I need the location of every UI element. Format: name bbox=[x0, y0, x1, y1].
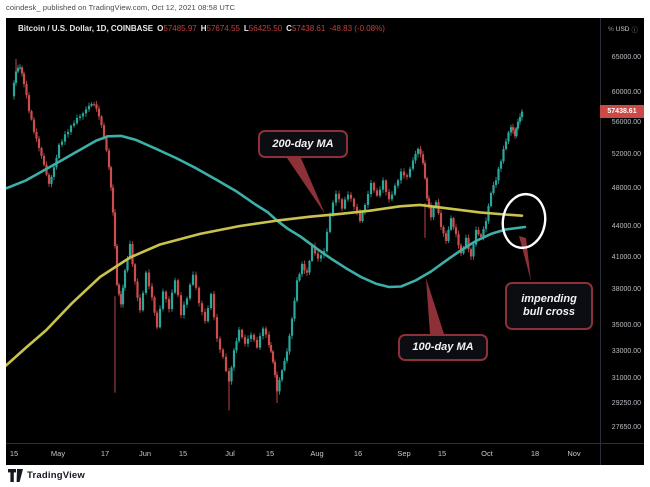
price-axis-tick: 33000.00 bbox=[611, 347, 641, 355]
annotation-pointer bbox=[519, 236, 531, 281]
annotation-impending-bull-cross[interactable]: impending bull cross bbox=[505, 282, 593, 330]
time-axis-tick: Oct bbox=[481, 449, 493, 458]
time-axis-tick: May bbox=[50, 449, 66, 458]
time-axis-tick: 15 bbox=[9, 449, 19, 458]
low-label: L bbox=[243, 24, 249, 33]
price-axis-tick: 52000.00 bbox=[611, 150, 641, 158]
candles bbox=[12, 64, 524, 395]
high-label: H bbox=[200, 24, 207, 33]
bull-cross-ellipse[interactable] bbox=[499, 191, 550, 251]
percent-scale-icon[interactable]: % bbox=[607, 25, 614, 33]
low-value: 56425.50 bbox=[248, 24, 283, 33]
annotation-200day-ma[interactable]: 200-day MA bbox=[258, 130, 348, 158]
chart-panel: Bitcoin / U.S. Dollar, 1D, COINBASE O5748… bbox=[6, 18, 644, 465]
time-axis-tick: 15 bbox=[265, 449, 275, 458]
time-axis[interactable]: 15 May 17 Jun 15 Jul 15 Aug 16 Sep 15 Oct 18 Nov bbox=[6, 443, 644, 466]
close-label: C bbox=[286, 24, 292, 33]
footer: TradingView bbox=[8, 469, 85, 482]
last-price-tag: 57438.61 bbox=[600, 105, 644, 119]
change-value: -48.83 (-0.08%) bbox=[329, 24, 385, 33]
annotation-pointer bbox=[426, 278, 444, 334]
time-axis-tick: 15 bbox=[437, 449, 447, 458]
price-axis-tick: 31000.00 bbox=[611, 374, 641, 382]
time-axis-tick: Sep bbox=[397, 449, 411, 458]
price-axis-tick: 29250.00 bbox=[611, 399, 641, 407]
time-axis-tick: Aug bbox=[310, 449, 324, 458]
high-value: 57674.55 bbox=[206, 24, 240, 33]
annotation-100day-ma[interactable]: 100-day MA bbox=[398, 334, 488, 361]
currency-label: USD bbox=[615, 25, 630, 33]
time-axis-tick: 18 bbox=[530, 449, 540, 458]
annotation-pointer bbox=[287, 158, 325, 214]
price-axis-tick: 41000.00 bbox=[611, 253, 641, 261]
symbol-title: Bitcoin / U.S. Dollar, 1D, COINBASE bbox=[18, 24, 154, 33]
price-axis-tick: 48000.00 bbox=[611, 185, 641, 193]
chart-legend[interactable]: Bitcoin / U.S. Dollar, 1D, COINBASE O5748… bbox=[18, 24, 385, 33]
time-axis-tick: Jul bbox=[225, 449, 235, 458]
price-axis-header: % USD ⓘ bbox=[601, 24, 645, 35]
tradingview-logo-icon[interactable] bbox=[8, 469, 23, 482]
price-axis-tick: 65000.00 bbox=[611, 54, 641, 61]
time-axis-tick: Nov bbox=[567, 449, 581, 458]
open-value: 57485.97 bbox=[163, 24, 197, 33]
time-axis-tick: Jun bbox=[138, 449, 152, 458]
ma-200-line[interactable] bbox=[6, 203, 524, 367]
price-axis-tick: 60000.00 bbox=[611, 88, 641, 96]
price-axis-tick: 44000.00 bbox=[611, 222, 641, 230]
time-axis-tick: 15 bbox=[178, 449, 188, 458]
time-axis-tick: 16 bbox=[353, 449, 363, 458]
price-axis[interactable]: % USD ⓘ 65000.00 60000.00 56000.00 52000.00… bbox=[600, 18, 645, 465]
price-axis-tick: 35000.00 bbox=[611, 322, 641, 330]
tradingview-brand-text: TradingView bbox=[27, 470, 85, 481]
price-axis-tick: 27650.00 bbox=[611, 424, 641, 432]
time-axis-tick: 17 bbox=[100, 449, 110, 458]
info-icon[interactable]: ⓘ bbox=[631, 27, 639, 34]
ma-100-line[interactable] bbox=[6, 134, 527, 289]
close-value: 57438.61 bbox=[291, 24, 326, 33]
price-axis-tick: 38000.00 bbox=[611, 286, 641, 294]
price-axis-tick: 56000.00 bbox=[611, 118, 641, 126]
open-label: O bbox=[157, 24, 164, 33]
price-chart-plot[interactable] bbox=[6, 18, 644, 465]
attribution-line: coindesk_ published on TradingView.com, … bbox=[6, 3, 236, 12]
